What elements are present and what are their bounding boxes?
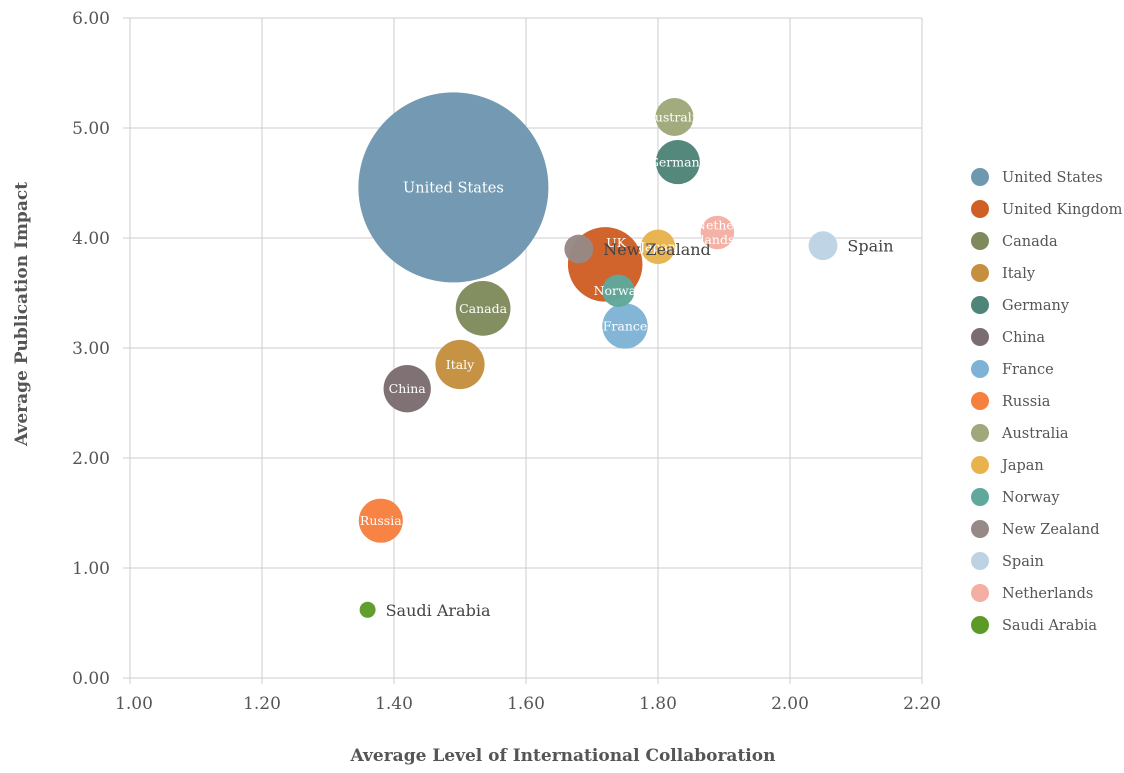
legend-swatch: [971, 296, 989, 314]
x-tick-label: 1.20: [243, 694, 281, 714]
bubble-label: United States: [403, 180, 504, 196]
bubble-label: Norway: [594, 283, 645, 298]
bubble-label: Japan: [638, 239, 676, 254]
legend-item-label: New Zealand: [1002, 522, 1100, 538]
legend-swatch: [971, 616, 989, 634]
bubble-label: Nether: [695, 218, 740, 233]
x-tick-label: 1.80: [639, 694, 677, 714]
legend-item-label: Saudi Arabia: [1002, 618, 1097, 634]
legend: United States United Kingdom Canada Italy Ge…: [971, 168, 1123, 634]
bubble-label-layer: United States UK Canada Italy Germany China Fr…: [360, 109, 894, 619]
legend-swatch: [971, 232, 989, 250]
bubble-label: lands: [700, 232, 734, 247]
bubble: [640, 229, 676, 265]
bubble: [700, 215, 735, 250]
legend-swatch: [971, 488, 989, 506]
bubble-label: Saudi Arabia: [386, 601, 491, 620]
y-tick-label: 1.00: [72, 559, 110, 579]
bubble-label: Italy: [446, 357, 475, 372]
bubble: [808, 231, 838, 261]
legend-item-label: United Kingdom: [1002, 202, 1123, 218]
legend-swatch: [971, 584, 989, 602]
y-tick-label: 4.00: [72, 229, 110, 249]
legend-swatch: [971, 360, 989, 378]
bubble-label: France: [603, 318, 648, 333]
bubble: [435, 339, 485, 390]
y-tick-label: 6.00: [72, 9, 110, 29]
bubble: [602, 274, 635, 307]
bubble: [359, 601, 376, 618]
bubble: [655, 140, 700, 185]
x-tick-label: 2.00: [771, 694, 809, 714]
legend-swatch: [971, 328, 989, 346]
bubble-label: China: [389, 381, 427, 396]
bubble: [455, 281, 511, 336]
legend-swatch: [971, 264, 989, 282]
bubble-label: Australia: [645, 109, 704, 124]
x-tick-label: 2.20: [903, 694, 941, 714]
bubble: [358, 92, 549, 283]
legend-item-label: Russia: [1002, 394, 1051, 410]
legend-swatch: [971, 520, 989, 538]
legend-item-label: United States: [1002, 170, 1103, 186]
legend-item-label: Spain: [1002, 554, 1044, 570]
bubble-label: Russia: [360, 513, 402, 528]
bubble: [564, 234, 594, 264]
x-tick-label: 1.40: [375, 694, 413, 714]
bubble: [655, 98, 694, 136]
legend-swatch: [971, 392, 989, 410]
legend-item-label: Germany: [1002, 298, 1070, 314]
x-tick-label: 1.00: [115, 694, 153, 714]
x-axis-title: Average Level of International Collabora…: [350, 746, 776, 766]
legend-item-label: France: [1002, 362, 1054, 378]
legend-swatch: [971, 200, 989, 218]
legend-item-label: Canada: [1002, 234, 1058, 250]
legend-swatch: [971, 168, 989, 186]
bubble-label: New Zealand: [603, 240, 711, 259]
bubble-layer: [358, 92, 838, 618]
legend-item-label: Italy: [1002, 266, 1036, 282]
bubble-label: Germany: [649, 154, 708, 169]
legend-item-label: Australia: [1001, 426, 1069, 442]
bubble-label: UK: [606, 235, 627, 250]
y-tick-label: 0.00: [72, 669, 110, 689]
bubble: [602, 303, 648, 349]
x-tick-label: 1.60: [507, 694, 545, 714]
legend-swatch: [971, 552, 989, 570]
legend-swatch: [971, 424, 989, 442]
legend-item-label: Netherlands: [1002, 586, 1093, 602]
legend-item-label: Norway: [1002, 490, 1060, 506]
legend-item-label: Japan: [1000, 458, 1044, 474]
bubble-label: Spain: [847, 237, 893, 256]
bubble: [358, 498, 403, 543]
legend-item-label: China: [1002, 330, 1045, 346]
bubble: [383, 365, 431, 413]
y-axis-title: Average Publication Impact: [12, 182, 32, 447]
y-tick-label: 3.00: [72, 339, 110, 359]
legend-swatch: [971, 456, 989, 474]
y-tick-label: 5.00: [72, 119, 110, 139]
y-tick-label: 2.00: [72, 449, 110, 469]
bubble-label: Canada: [459, 301, 508, 316]
